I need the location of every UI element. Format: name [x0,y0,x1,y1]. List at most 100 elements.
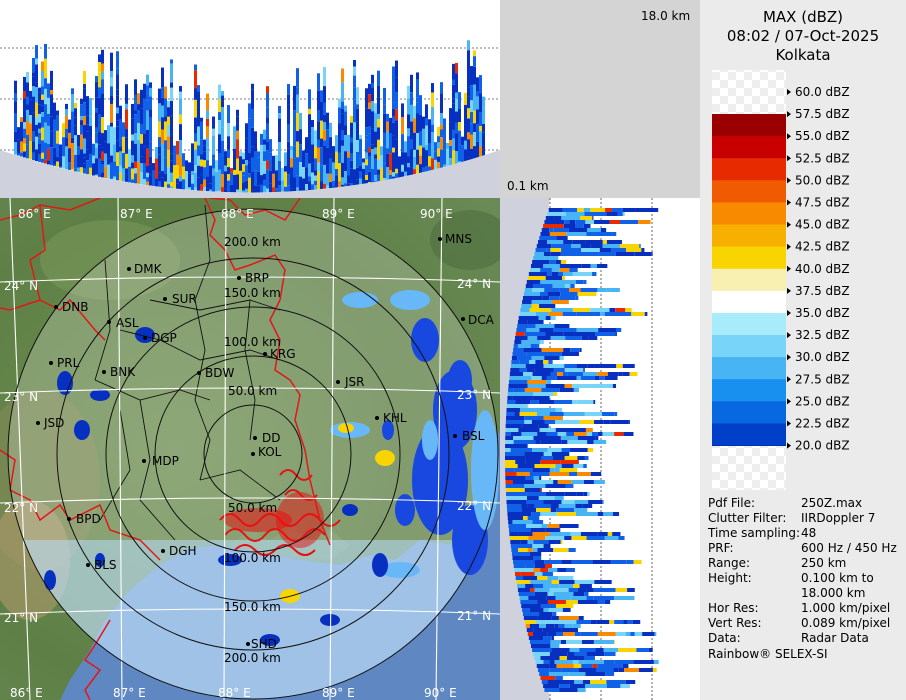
echo-column-segment [416,133,419,150]
echo-column-segment [110,162,113,179]
echo-column-segment [242,171,245,176]
echo-row-segment [611,208,623,212]
echo-column-segment [86,131,89,141]
echo-row-segment [556,236,568,240]
echo-row-segment [543,660,550,664]
echo-column-segment [113,176,116,180]
echo-column-segment [200,184,203,191]
lat-lon-grid [0,198,500,700]
echo-column-segment [80,167,83,172]
echo-row-segment [532,520,544,524]
echo-row-segment [534,588,550,592]
echo-column-segment [137,93,140,105]
echo-row-segment [611,248,627,252]
echo-row-segment [560,292,578,296]
echo-row-segment [563,332,575,336]
echo-column-segment [80,125,83,135]
echo-column-segment [44,104,47,123]
echo-row-segment [521,508,537,512]
echo-column-segment [110,178,113,180]
echo-column-segment [302,167,305,179]
echo-row-segment [560,460,579,464]
echo-column-segment [47,125,50,145]
echo-row-segment [566,656,585,660]
echo-column-segment [401,117,404,135]
echo-column-segment [452,63,455,80]
echo-column-segment [146,110,149,130]
echo-column-segment [140,156,143,164]
echo-row-segment [626,560,634,564]
echo-column-segment [254,170,257,186]
right-section-echoes [505,208,659,692]
echo-row-segment [550,316,556,320]
echo-row-segment [553,368,565,372]
echo-column-segment [68,162,71,170]
echo-column-segment [425,144,428,151]
echo-column-segment [77,154,80,168]
echo-column-segment [374,175,377,182]
echo-column-segment [197,91,200,108]
echo-column-segment [101,164,104,173]
echo-column-segment [476,109,479,124]
echo-column-segment [260,184,263,193]
echo-column-segment [206,160,209,177]
echo-row-segment [538,496,555,500]
echo-row-segment [583,464,587,468]
echo-row-segment [549,588,569,592]
echo-column-segment [305,167,308,185]
echo-row-segment [553,548,569,552]
echo-column-segment [161,143,164,150]
echo-column-segment [281,185,284,192]
echo-column-segment [14,80,17,94]
echo-column-segment [47,97,50,114]
color-scale-band [712,290,786,314]
echo-column-segment [50,131,53,148]
echo-row-segment [559,688,578,692]
echo-row-segment [505,444,517,448]
echo-column-segment [293,129,296,147]
echo-column-segment [452,138,455,151]
echo-column-segment [278,113,281,119]
echo-column-segment [173,165,176,181]
echo-column-segment [212,128,215,136]
echo-row-segment [510,364,526,368]
echo-row-segment [551,648,570,652]
echo-column-segment [299,129,302,138]
echo-row-segment [540,460,561,464]
echo-column-segment [308,114,311,134]
echo-row-segment [548,540,557,544]
echo-column-segment [80,171,83,173]
echo-row-segment [529,624,540,628]
echo-column-segment [266,107,269,118]
echo-row-segment [561,440,568,444]
echo-column-segment [137,162,140,171]
echo-row-segment [584,212,607,216]
echo-column-segment [251,146,254,158]
echo-row-segment [527,380,547,384]
echo-column-segment [197,126,200,146]
echo-column-segment [473,98,476,111]
echo-row-segment [606,288,611,292]
echo-row-segment [549,228,554,232]
echo-column-segment [149,164,152,175]
echo-column-segment [107,143,110,159]
echo-column-segment [374,131,377,148]
echo-row-segment [562,208,578,212]
echo-column-segment [53,153,56,165]
echo-row-segment [549,412,564,416]
echo-column-segment [419,95,422,115]
credit-text: Rainbow® SELEX-SI [708,647,828,661]
echo-row-segment [628,420,630,424]
echo-column-segment [17,139,20,154]
echo-row-segment [543,264,560,268]
echo-column-segment [221,140,224,156]
echo-column-segment [371,111,374,129]
color-scale-band [712,335,786,358]
echo-column-segment [212,158,215,169]
echo-column-segment [26,104,29,110]
echo-column-segment [296,141,299,158]
echo-row-segment [529,472,550,476]
lon-label-86-top: 86° E [18,207,51,221]
echo-column-segment [317,73,320,87]
echo-row-segment [561,628,578,632]
